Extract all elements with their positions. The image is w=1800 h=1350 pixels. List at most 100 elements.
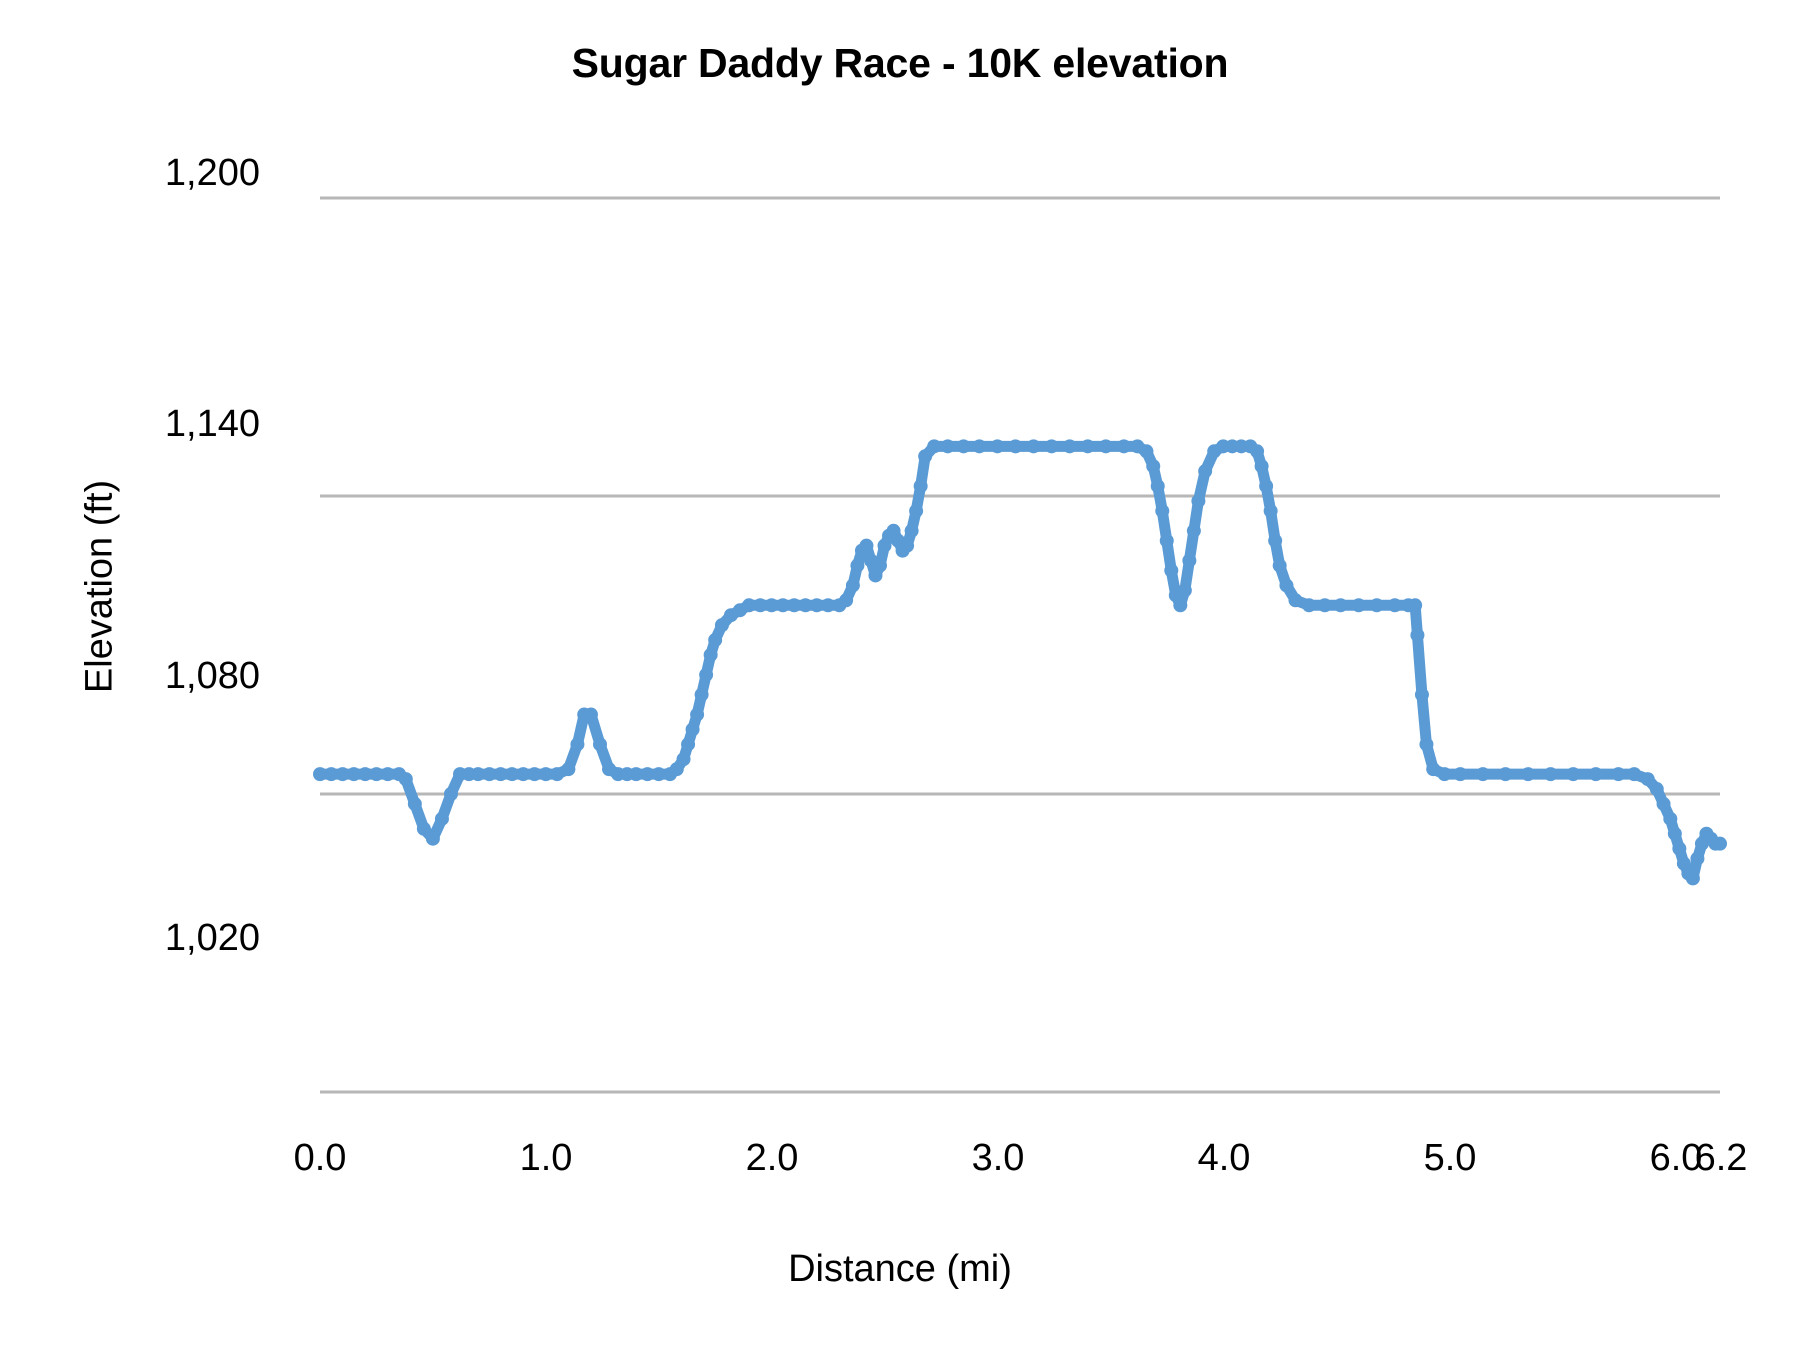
data-point — [1008, 439, 1023, 454]
x-axis-title: Distance (mi) — [788, 1248, 1012, 1290]
data-point — [527, 767, 542, 782]
data-point — [990, 439, 1005, 454]
data-point — [516, 767, 531, 782]
data-point — [1254, 459, 1269, 474]
data-point — [1191, 493, 1206, 508]
data-point — [940, 439, 955, 454]
data-point — [1098, 439, 1113, 454]
chart-title: Sugar Daddy Race - 10K elevation — [571, 40, 1229, 86]
data-point — [676, 752, 691, 767]
data-point — [1139, 444, 1154, 459]
data-point — [1177, 583, 1192, 598]
data-point — [1044, 439, 1059, 454]
data-point — [1408, 598, 1423, 613]
data-point — [493, 767, 508, 782]
data-point — [1369, 598, 1384, 613]
data-point — [1026, 439, 1041, 454]
elevation-series — [313, 439, 1727, 886]
data-point — [913, 479, 928, 494]
data-point — [504, 767, 519, 782]
data-point — [669, 762, 684, 777]
data-point — [1146, 459, 1161, 474]
data-point — [821, 598, 836, 613]
data-point — [742, 598, 757, 613]
x-tick-label-2: 2.0 — [745, 1137, 799, 1179]
data-point — [1419, 737, 1434, 752]
data-point — [703, 647, 718, 662]
data-point — [1288, 593, 1303, 608]
data-point — [1656, 796, 1671, 811]
data-point — [380, 767, 395, 782]
y-tick-label-1: 1,140 — [164, 403, 260, 445]
data-point — [443, 787, 458, 801]
data-point — [918, 449, 933, 464]
data-point — [335, 767, 350, 782]
data-point — [1640, 772, 1655, 787]
data-point — [1259, 479, 1274, 494]
data-point — [859, 538, 874, 553]
data-point — [1159, 533, 1174, 548]
data-point — [1302, 598, 1317, 613]
data-point — [909, 503, 924, 518]
data-point — [1198, 464, 1213, 479]
data-point — [1414, 687, 1429, 702]
data-point — [1475, 767, 1490, 782]
data-point — [1649, 782, 1664, 797]
x-tick-label-3: 3.0 — [971, 1137, 1025, 1179]
data-point — [690, 707, 705, 722]
data-point — [1182, 553, 1197, 568]
data-point — [651, 767, 666, 782]
data-point — [900, 538, 915, 553]
data-point — [1667, 826, 1682, 841]
y-tick-label-2: 1,080 — [164, 655, 260, 697]
data-point — [873, 558, 887, 573]
data-point — [694, 687, 709, 702]
x-tick-label-0: 0.0 — [293, 1137, 347, 1179]
x-tick-label-5: 5.0 — [1423, 1137, 1477, 1179]
data-point — [1279, 578, 1294, 593]
data-point — [904, 523, 919, 538]
series-line-0 — [314, 440, 1726, 884]
y-tick-label-0: 1,200 — [164, 152, 260, 194]
data-point — [1263, 503, 1278, 518]
data-point — [1627, 767, 1642, 782]
data-point — [1186, 523, 1201, 538]
data-point — [1250, 444, 1265, 459]
data-point — [1543, 767, 1558, 782]
data-point — [1690, 851, 1705, 866]
data-point — [1437, 767, 1452, 782]
data-point — [407, 796, 422, 811]
data-point — [313, 767, 327, 782]
x-tick-label-4: 4.0 — [1197, 1137, 1251, 1179]
data-point — [1685, 871, 1700, 886]
data-point — [1272, 558, 1287, 573]
data-point — [1588, 767, 1603, 782]
x-tick-label-1: 1.0 — [519, 1137, 573, 1179]
data-point — [764, 598, 779, 613]
data-point — [1317, 598, 1332, 613]
data-point — [1173, 598, 1188, 613]
data-point — [1164, 563, 1179, 578]
data-point — [775, 598, 790, 613]
data-point — [753, 598, 768, 613]
data-point — [1566, 767, 1581, 782]
data-point — [593, 737, 607, 752]
data-point — [1333, 598, 1348, 613]
data-point — [1116, 439, 1131, 454]
data-point — [845, 578, 860, 593]
data-point — [972, 439, 987, 454]
data-point — [1713, 836, 1727, 851]
data-point — [550, 767, 565, 782]
y-tick-label-3: 1,020 — [164, 917, 260, 959]
data-point — [369, 767, 384, 782]
data-point — [809, 598, 824, 613]
data-point — [425, 831, 440, 846]
data-point — [1080, 439, 1095, 454]
data-point — [324, 767, 339, 782]
data-point — [1453, 767, 1468, 782]
data-point — [398, 772, 413, 787]
data-point — [640, 767, 655, 782]
data-point — [1387, 598, 1402, 613]
